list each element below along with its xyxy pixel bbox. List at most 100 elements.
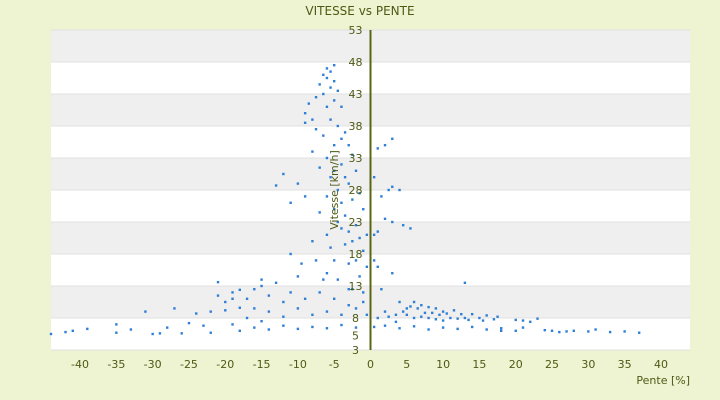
y-tick-label: 48	[349, 56, 363, 69]
data-point	[365, 313, 369, 316]
data-point	[303, 121, 307, 124]
data-point	[365, 233, 369, 236]
data-point	[347, 304, 350, 307]
data-point	[303, 112, 307, 115]
data-point	[311, 150, 314, 153]
x-tick-label: -25	[180, 358, 198, 371]
data-point	[173, 307, 176, 310]
x-tick-label: 30	[581, 358, 595, 371]
data-point	[365, 265, 369, 268]
data-point	[282, 324, 285, 327]
chart-title: VITESSE vs PENTE	[305, 4, 414, 18]
data-point	[238, 288, 241, 292]
data-point	[521, 326, 525, 329]
x-tick-label: -35	[107, 358, 125, 371]
data-point	[456, 327, 459, 331]
data-point	[318, 291, 321, 294]
data-point	[441, 326, 445, 329]
data-point	[401, 310, 405, 313]
data-point	[594, 328, 597, 331]
data-point	[332, 297, 336, 300]
x-tick-label: 10	[436, 358, 450, 371]
data-point	[383, 217, 387, 220]
data-point	[231, 297, 234, 300]
data-point	[340, 227, 343, 230]
data-point	[354, 224, 358, 227]
data-point	[202, 324, 205, 327]
data-point	[362, 291, 365, 294]
y-tick-label: 13	[349, 280, 363, 293]
data-point	[423, 311, 427, 315]
data-point	[362, 249, 365, 252]
data-point	[311, 313, 314, 316]
data-point	[427, 328, 430, 331]
data-point	[332, 99, 336, 102]
data-point	[637, 331, 641, 334]
data-point	[536, 317, 539, 320]
data-point	[572, 329, 576, 332]
data-point	[303, 195, 307, 198]
y-tick-label: 38	[349, 120, 363, 133]
data-point	[376, 316, 379, 320]
x-tick-label: 15	[472, 358, 486, 371]
data-point	[267, 310, 271, 313]
data-point	[372, 259, 376, 262]
data-point	[318, 166, 321, 169]
data-point	[296, 307, 300, 310]
data-point	[303, 297, 307, 300]
data-point	[398, 327, 401, 330]
data-point	[587, 330, 590, 333]
data-point	[394, 320, 398, 324]
data-point	[343, 131, 347, 134]
data-point	[463, 281, 467, 284]
data-point	[387, 315, 390, 318]
y-tick-label: 18	[349, 248, 363, 261]
data-point	[347, 288, 350, 291]
data-point	[376, 147, 379, 150]
data-point	[438, 313, 441, 316]
data-point	[322, 134, 325, 137]
data-point	[496, 315, 499, 318]
data-point	[336, 89, 340, 92]
data-point	[325, 67, 329, 70]
y-tick-label: 43	[349, 88, 363, 101]
data-point	[325, 310, 329, 313]
data-point	[405, 313, 409, 316]
data-point	[332, 169, 336, 172]
data-point	[354, 169, 358, 172]
data-point	[391, 220, 394, 224]
data-point	[300, 262, 303, 265]
x-tick-label: -20	[216, 358, 234, 371]
data-point	[325, 327, 329, 330]
data-point	[260, 278, 263, 281]
data-point	[354, 259, 358, 262]
data-point	[434, 318, 438, 321]
data-point	[86, 327, 89, 331]
data-point	[420, 315, 423, 318]
data-point	[347, 144, 350, 147]
data-point	[329, 86, 332, 89]
data-point	[449, 316, 452, 320]
y-axis-label: Vitesse [km/h]	[328, 150, 341, 230]
data-point	[151, 332, 154, 336]
x-tick-label: 35	[618, 358, 632, 371]
data-point	[340, 313, 343, 316]
data-point	[216, 280, 220, 284]
y-tick-label: 3	[352, 344, 359, 357]
x-axis-label: Pente [%]	[636, 374, 690, 387]
data-point	[529, 320, 532, 324]
data-point	[332, 208, 336, 211]
x-tick-label: 25	[545, 358, 559, 371]
x-tick-label: -10	[289, 358, 307, 371]
data-point	[376, 230, 379, 233]
data-point	[358, 275, 361, 278]
data-point	[267, 294, 271, 297]
data-point	[274, 184, 278, 187]
x-tick-label: -30	[144, 358, 162, 371]
data-point	[434, 307, 438, 310]
data-point	[311, 240, 314, 243]
data-point	[224, 300, 227, 304]
data-point	[332, 64, 336, 67]
data-point	[521, 319, 525, 322]
data-point	[412, 316, 416, 320]
